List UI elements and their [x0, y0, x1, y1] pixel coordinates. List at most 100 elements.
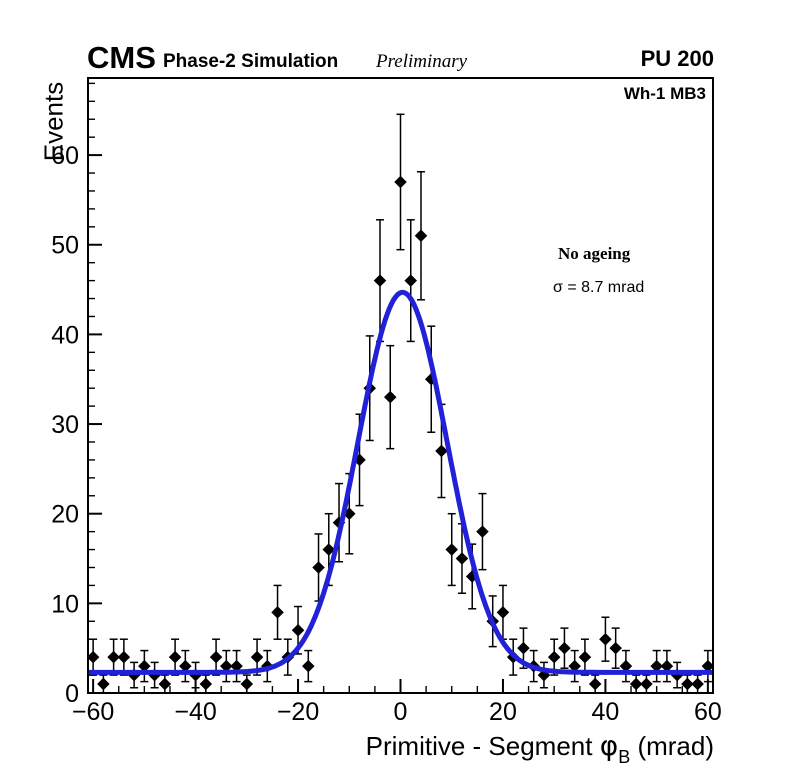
data-point	[394, 113, 407, 251]
marker-diamond	[302, 659, 315, 673]
marker-diamond	[322, 543, 336, 556]
data-point	[650, 649, 663, 683]
marker-diamond	[445, 543, 458, 556]
data-point	[609, 627, 622, 669]
data-point	[107, 638, 120, 676]
data-point	[578, 638, 592, 676]
marker-diamond	[312, 561, 325, 574]
pileup-label: PU 200	[640, 46, 714, 71]
marker-diamond	[86, 650, 100, 664]
marker-diamond	[578, 650, 592, 664]
tick-labels: −60 −40 −20 0 20 40 60 0 10 20 30 40 50 60	[51, 142, 722, 726]
marker-diamond	[394, 175, 407, 189]
data-point	[148, 661, 161, 689]
x-title-subscript: B	[618, 747, 631, 767]
marker-diamond	[271, 606, 284, 619]
data-point	[302, 649, 315, 683]
marker-diamond	[199, 677, 213, 691]
data-point	[240, 674, 254, 694]
marker-diamond	[168, 650, 182, 664]
x-tick-label: −20	[277, 698, 319, 726]
x-tick-label: −60	[72, 698, 114, 726]
data-point	[588, 674, 602, 694]
marker-diamond	[373, 274, 387, 287]
marker-diamond	[435, 444, 448, 458]
data-point	[230, 649, 243, 683]
plot-frame	[87, 77, 714, 694]
data-point	[189, 661, 202, 689]
data-point	[670, 661, 684, 689]
data-point	[660, 649, 674, 683]
phase-label: Phase-2 Simulation	[163, 51, 339, 72]
marker-diamond	[496, 606, 510, 619]
data-point	[619, 649, 633, 683]
data-point	[568, 649, 581, 683]
marker-diamond	[558, 641, 571, 655]
marker-diamond	[291, 623, 305, 637]
y-tick-label: 50	[51, 232, 79, 260]
data-point	[599, 616, 612, 662]
x-title-unit: (mrad)	[630, 731, 714, 761]
data-point	[117, 638, 131, 676]
marker-diamond	[383, 390, 397, 404]
marker-diamond	[609, 641, 622, 655]
data-point	[138, 649, 151, 683]
data-point	[629, 674, 643, 694]
marker-diamond	[97, 677, 110, 691]
y-tick-label: 60	[51, 142, 79, 170]
x-tick-label: 40	[592, 698, 620, 726]
marker-diamond	[107, 650, 120, 664]
marker-diamond	[650, 659, 663, 673]
data-point	[496, 584, 510, 640]
x-tick-label: 60	[694, 698, 722, 726]
data-point	[640, 674, 653, 694]
marker-diamond	[599, 632, 612, 646]
cms-logo: CMS	[87, 40, 156, 75]
x-tick-label: 20	[489, 698, 517, 726]
marker-diamond	[455, 552, 469, 565]
data-point	[271, 584, 284, 640]
preliminary-label: Preliminary	[376, 51, 468, 72]
marker-diamond	[619, 659, 633, 673]
marker-diamond	[660, 659, 674, 673]
marker-diamond	[240, 677, 254, 691]
marker-diamond	[537, 668, 551, 682]
marker-diamond	[629, 677, 643, 691]
marker-diamond	[640, 677, 653, 691]
data-point	[701, 649, 715, 683]
y-tick-label: 30	[51, 411, 79, 439]
data-point	[383, 344, 397, 450]
data-point	[455, 523, 469, 594]
data-point	[220, 649, 233, 683]
data-point	[158, 674, 172, 694]
marker-diamond	[476, 525, 489, 538]
legend-sigma-value: σ = 8.7 mrad	[553, 279, 645, 296]
data-point	[404, 219, 418, 343]
data-point	[86, 638, 100, 676]
marker-diamond	[701, 659, 715, 673]
fit-curve	[87, 289, 714, 675]
legend-title: No ageing	[558, 244, 631, 263]
chamber-region-label: Wh-1 MB3	[623, 84, 706, 103]
y-tick-label: 20	[51, 501, 79, 529]
marker-diamond	[414, 229, 428, 243]
y-tick-label: 0	[65, 680, 79, 708]
y-axis-title: Events	[38, 81, 69, 162]
data-point	[179, 649, 192, 683]
data-point	[209, 638, 223, 676]
y-tick-label: 40	[51, 321, 79, 349]
data-point	[691, 674, 704, 694]
marker-diamond	[117, 650, 131, 664]
x-tick-label: −40	[174, 698, 216, 726]
data-point	[199, 674, 213, 694]
marker-diamond	[681, 677, 694, 691]
data-point	[97, 674, 110, 694]
data-point	[537, 661, 551, 689]
marker-diamond	[138, 659, 151, 673]
data-point	[681, 674, 694, 694]
data-points	[86, 113, 715, 694]
marker-diamond	[158, 677, 172, 691]
marker-diamond	[250, 650, 264, 664]
